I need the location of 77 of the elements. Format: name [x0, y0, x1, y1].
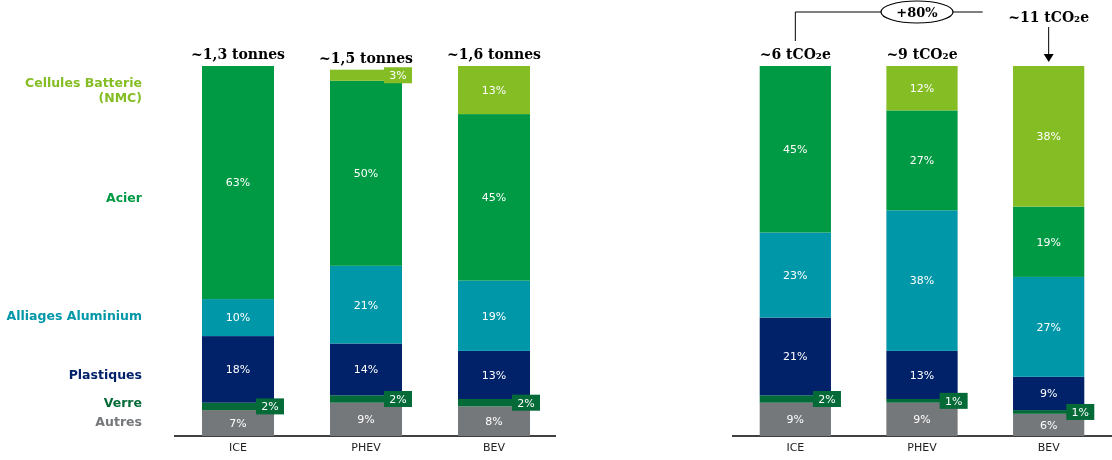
x-tick-label: ICE	[229, 440, 247, 454]
bar	[1013, 66, 1085, 207]
data-label: 10%	[225, 311, 251, 325]
bar	[202, 66, 274, 300]
bar	[458, 114, 530, 281]
bar	[1013, 276, 1085, 377]
data-label: 13%	[481, 368, 507, 382]
bar	[458, 280, 530, 351]
data-label: 14%	[353, 363, 379, 377]
data-label: 21%	[353, 298, 379, 312]
data-label: 23%	[783, 268, 808, 282]
x-tick-label: PHEV	[351, 440, 382, 454]
data-label: 9%	[913, 413, 931, 427]
data-label: 27%	[1036, 320, 1061, 334]
data-label: 38%	[1036, 130, 1061, 144]
data-label: 19%	[1036, 235, 1061, 249]
bar	[330, 80, 402, 266]
bar	[330, 402, 402, 436]
text: Verre	[103, 395, 142, 411]
data-label: 2%	[261, 400, 279, 414]
annotation: ~1,5 tonnes	[319, 49, 414, 66]
x-tick-label: ICE	[786, 440, 805, 454]
bar	[886, 350, 958, 399]
data-label: 7%	[229, 416, 247, 430]
data-label: 3%	[389, 69, 407, 83]
bar	[458, 66, 530, 115]
data-label: 2%	[389, 392, 407, 406]
annotation: ~9 tCO₂e	[886, 46, 958, 62]
data-label: 45%	[783, 143, 808, 157]
data-label: 8%	[485, 415, 503, 429]
text: Plastiques	[68, 367, 142, 383]
data-label: 9%	[786, 413, 805, 427]
data-label: 9%	[1039, 387, 1058, 401]
bar	[202, 336, 274, 403]
bar	[759, 232, 831, 318]
data-label: 13%	[481, 83, 507, 97]
bar	[202, 410, 274, 436]
bar	[759, 66, 831, 233]
x-tick-label: BEV	[1037, 440, 1061, 454]
bar	[1013, 206, 1085, 277]
data-label: 13%	[909, 368, 935, 382]
data-label: 50%	[353, 167, 379, 181]
data-label: 45%	[481, 191, 507, 205]
data-label: 21%	[783, 350, 808, 364]
text: Cellules Batterie (NMC)	[25, 74, 142, 105]
annotation: ~1,3 tonnes	[191, 46, 286, 62]
bar	[886, 110, 958, 211]
data-label: 9%	[357, 413, 375, 427]
bar	[458, 406, 530, 436]
bar	[886, 210, 958, 351]
bar	[759, 317, 831, 396]
data-label: 1%	[944, 394, 963, 408]
bar	[759, 402, 831, 436]
data-label: 2%	[517, 396, 535, 410]
x-tick-label: PHEV	[907, 440, 938, 454]
annotation: ~11 tCO₂e	[1008, 9, 1090, 25]
data-label: 6%	[1039, 418, 1058, 432]
bar	[458, 350, 530, 399]
data-label: 27%	[909, 154, 935, 168]
text: Acier	[105, 189, 143, 205]
data-label: 2%	[818, 392, 836, 406]
data-label: 1%	[1071, 405, 1090, 419]
data-label: 18%	[225, 363, 251, 377]
text: Autres	[95, 413, 142, 429]
bar	[886, 66, 958, 111]
bar	[202, 299, 274, 337]
data-label: 19%	[481, 309, 507, 323]
data-label: 38%	[909, 274, 935, 288]
bar	[330, 265, 402, 344]
data-label: 63%	[225, 176, 251, 190]
x-tick-label: BEV	[482, 440, 506, 454]
annotation: ~1,6 tonnes	[447, 46, 542, 62]
data-label: 12%	[909, 82, 935, 96]
text: +80%	[896, 4, 939, 20]
bar	[330, 343, 402, 396]
text: Alliages Aluminium	[6, 308, 142, 324]
annotation: ~6 tCO₂e	[759, 46, 832, 62]
